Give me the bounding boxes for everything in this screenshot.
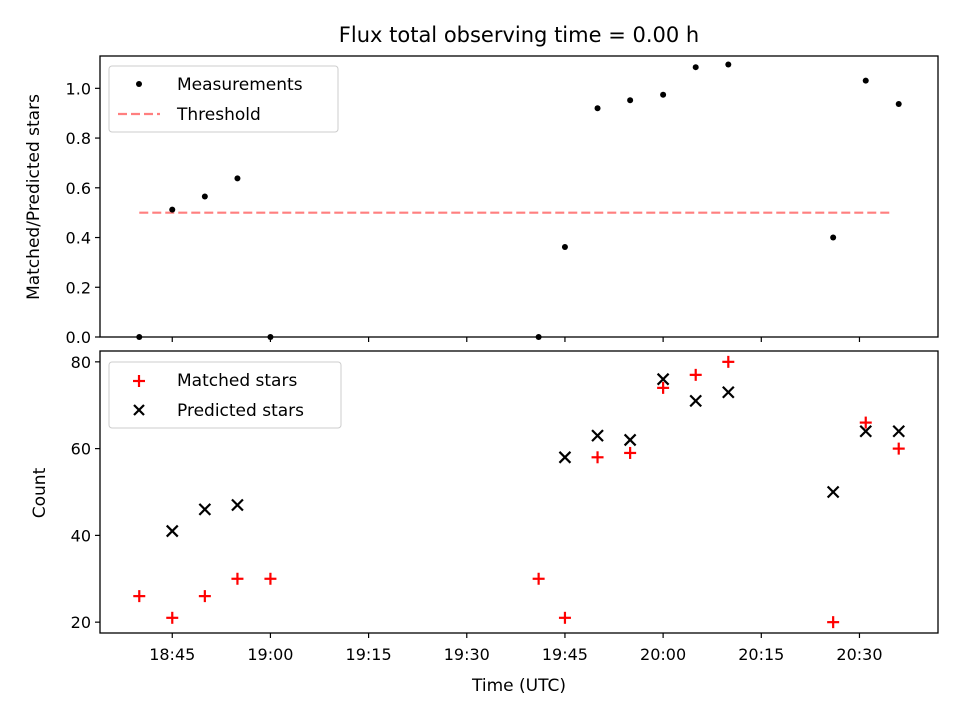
legend-box [108, 361, 342, 429]
matched-star-point [133, 590, 146, 603]
y-tick-label: 20 [71, 613, 91, 632]
matched-star-point [166, 611, 179, 624]
count-panel-ticks: 20 40 60 80 18:45 19:00 19:15 19:30 19:45 20:00 20… [71, 353, 883, 664]
x-tick-label: 19:45 [542, 645, 588, 664]
measurement-point [234, 175, 241, 182]
x-tick-label: 20:15 [738, 645, 784, 664]
measurement-point [692, 64, 699, 71]
measurement-point [627, 97, 634, 104]
matched-star-point [231, 572, 244, 585]
legend-predicted-marker [133, 404, 145, 416]
y-tick-label: 0.4 [66, 229, 91, 248]
legend-predicted-label: Predicted stars [177, 401, 304, 421]
count-panel: 20 40 60 80 18:45 19:00 19:15 19:30 19:45 20:00 20… [30, 350, 939, 696]
count-panel-plot [133, 355, 906, 629]
predicted-star-point [165, 524, 179, 538]
ratio-panel-ylabel: Matched/Predicted stars [24, 94, 44, 300]
matched-star-point [722, 355, 735, 368]
matched-star-point [558, 611, 571, 624]
predicted-star-point [591, 429, 604, 442]
predicted-star-point [892, 424, 906, 438]
matched-star-point [689, 368, 702, 381]
matched-star-point [892, 442, 905, 455]
legend-box [108, 65, 339, 133]
y-tick-label: 80 [71, 353, 91, 372]
ratio-panel: 0.0 0.2 0.4 0.6 0.8 1.0 Matched/Predicted sta… [24, 55, 939, 347]
predicted-star-point [198, 503, 212, 516]
y-tick-label: 0.0 [66, 328, 91, 347]
measurement-point [561, 243, 568, 250]
measurement-point [169, 206, 176, 213]
predicted-star-point [689, 394, 702, 408]
x-axis-label: Time (UTC) [471, 676, 566, 696]
x-tick-label: 19:00 [247, 645, 293, 664]
ratio-panel-frame [99, 55, 939, 338]
matched-star-point [532, 572, 545, 585]
legend-matched-marker [133, 375, 145, 387]
predicted-star-point [826, 485, 840, 499]
predicted-star-point [656, 372, 670, 386]
count-panel-frame [99, 350, 939, 634]
predicted-star-point [722, 385, 735, 399]
matched-star-point [264, 572, 277, 585]
legend-measurements-label: Measurements [177, 75, 303, 95]
count-panel-legend: Matched stars Predicted stars [108, 361, 342, 429]
matched-star-point [591, 451, 604, 464]
legend-threshold-label: Threshold [176, 105, 261, 125]
count-panel-ylabel: Count [30, 467, 50, 518]
matched-star-point [827, 616, 840, 629]
x-tick-label: 19:15 [346, 645, 392, 664]
measurement-point [895, 100, 902, 107]
matched-star-point [657, 381, 670, 394]
measurement-point [660, 91, 667, 98]
matched-star-point [198, 590, 211, 603]
matched-star-point [859, 416, 872, 429]
x-tick-label: 20:30 [836, 645, 882, 664]
predicted-star-point [231, 498, 244, 512]
measurement-point [725, 61, 732, 68]
predicted-star-point [859, 424, 873, 438]
y-tick-label: 1.0 [66, 79, 91, 98]
x-tick-label: 20:00 [640, 645, 686, 664]
x-tick-label: 19:30 [444, 645, 490, 664]
predicted-star-point [558, 451, 572, 464]
ratio-panel-plot [136, 61, 902, 340]
predicted-star-point [623, 433, 637, 447]
x-tick-label: 18:45 [149, 645, 195, 664]
y-tick-label: 0.8 [66, 129, 91, 148]
measurement-point [830, 234, 837, 241]
ratio-panel-legend: Measurements Threshold [108, 65, 339, 133]
ratio-panel-ticks: 0.0 0.2 0.4 0.6 0.8 1.0 [66, 79, 861, 347]
y-tick-label: 0.6 [66, 179, 91, 198]
y-tick-label: 0.2 [66, 278, 91, 297]
measurement-point [862, 77, 869, 84]
chart-title: Flux total observing time = 0.00 h [339, 23, 699, 47]
measurement-point [201, 193, 208, 200]
legend-measurements-marker [136, 81, 142, 87]
y-tick-label: 60 [71, 440, 91, 459]
y-tick-label: 40 [71, 526, 91, 545]
matched-star-point [624, 446, 637, 459]
legend-matched-label: Matched stars [177, 371, 297, 391]
measurement-point [594, 105, 601, 112]
